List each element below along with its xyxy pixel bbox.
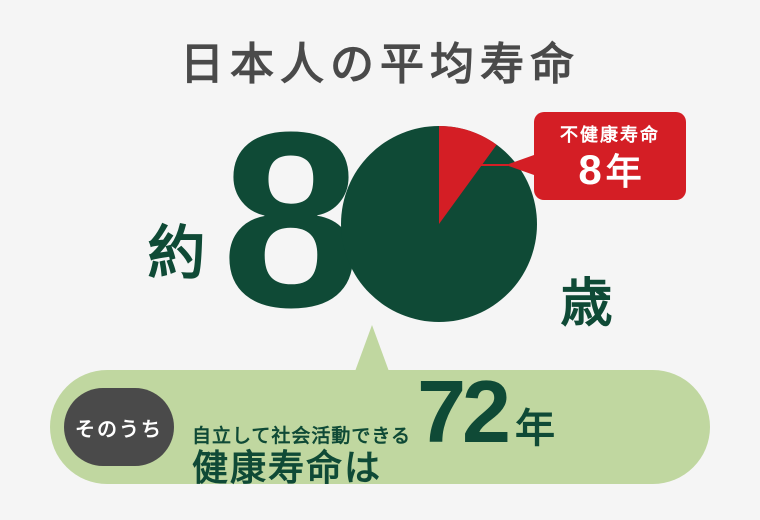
callout-unit: 年 — [606, 154, 642, 190]
callout-label: 不健康寿命 — [560, 121, 660, 147]
callout-leader-arrow — [506, 155, 534, 175]
page-title: 日本人の平均寿命 — [0, 28, 760, 92]
sub-badge: そのうち — [64, 388, 174, 466]
callout-leader-line — [460, 164, 508, 166]
sub-line1: 自立して社会活動できる — [192, 426, 411, 449]
about-label: 約 — [147, 206, 205, 290]
pie-zero — [339, 124, 539, 324]
callout-value: 8 年 — [578, 149, 641, 191]
sub-panel: そのうち 自立して社会活動できる 健康寿命は 72 年 — [50, 370, 710, 484]
years-old-label: 歳 — [561, 261, 613, 336]
unhealthy-callout: 不健康寿命 8 年 — [534, 112, 686, 200]
digit-eight: 8 — [221, 95, 348, 345]
sub-panel-pointer — [350, 325, 394, 385]
sub-number: 72 — [417, 368, 507, 456]
sub-line2: 健康寿命は — [192, 449, 411, 487]
sub-text: 自立して社会活動できる 健康寿命は 72 年 — [192, 368, 688, 487]
sub-unit: 年 — [515, 396, 555, 454]
callout-number: 8 — [578, 149, 601, 191]
